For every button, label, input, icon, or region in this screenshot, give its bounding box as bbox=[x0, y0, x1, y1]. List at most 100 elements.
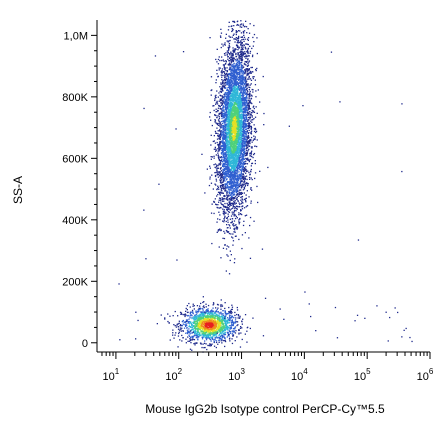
event-point bbox=[227, 327, 230, 329]
event-point bbox=[243, 158, 246, 161]
event-point bbox=[250, 94, 253, 96]
event-point bbox=[228, 232, 231, 235]
event-point bbox=[245, 169, 248, 171]
event-point bbox=[245, 104, 247, 107]
event-point bbox=[248, 116, 250, 119]
event-point bbox=[219, 316, 221, 318]
event-point bbox=[220, 131, 222, 134]
event-point bbox=[225, 324, 227, 326]
event-point bbox=[238, 60, 240, 63]
event-point bbox=[233, 25, 235, 27]
event-point bbox=[198, 320, 200, 322]
event-point bbox=[199, 325, 201, 328]
event-point bbox=[230, 233, 232, 235]
event-point bbox=[210, 332, 212, 334]
event-point bbox=[229, 209, 231, 211]
event-point bbox=[220, 141, 222, 143]
event-point bbox=[229, 82, 231, 84]
event-point bbox=[248, 104, 250, 106]
event-point bbox=[235, 189, 237, 192]
event-point bbox=[236, 78, 238, 80]
event-point bbox=[233, 160, 235, 163]
event-point bbox=[233, 99, 235, 101]
event-point bbox=[252, 36, 254, 39]
event-point bbox=[246, 141, 248, 143]
event-point bbox=[234, 176, 237, 178]
event-point bbox=[233, 182, 235, 185]
event-point bbox=[213, 328, 215, 331]
event-point bbox=[232, 223, 235, 225]
event-point bbox=[235, 131, 237, 133]
event-point bbox=[237, 54, 239, 56]
event-point bbox=[244, 180, 246, 183]
event-point bbox=[193, 321, 196, 323]
event-point bbox=[206, 329, 209, 331]
event-point bbox=[234, 206, 237, 208]
event-point bbox=[211, 321, 213, 323]
event-point bbox=[238, 191, 240, 193]
event-point bbox=[224, 171, 226, 173]
event-point bbox=[225, 326, 227, 329]
event-point bbox=[239, 85, 241, 87]
event-point bbox=[220, 145, 222, 147]
event-point bbox=[224, 331, 226, 334]
event-point bbox=[230, 119, 232, 121]
event-point bbox=[221, 125, 223, 127]
event-point bbox=[240, 57, 242, 59]
event-point bbox=[232, 334, 235, 336]
event-point bbox=[220, 203, 223, 205]
event-point bbox=[188, 328, 190, 330]
event-point bbox=[225, 77, 228, 80]
event-point bbox=[232, 64, 234, 66]
event-point bbox=[217, 176, 219, 178]
event-point bbox=[218, 116, 221, 118]
event-point bbox=[214, 96, 217, 98]
event-point bbox=[222, 317, 224, 319]
event-point bbox=[240, 110, 242, 112]
event-point bbox=[206, 320, 209, 322]
event-point bbox=[186, 305, 188, 307]
event-point bbox=[216, 195, 218, 197]
event-point bbox=[244, 155, 247, 157]
event-point bbox=[225, 248, 228, 250]
event-point bbox=[230, 320, 232, 322]
event-point bbox=[248, 61, 250, 63]
event-point bbox=[245, 214, 248, 216]
event-point bbox=[200, 302, 202, 305]
event-point bbox=[235, 145, 237, 147]
event-point bbox=[228, 314, 231, 316]
event-point bbox=[247, 150, 249, 152]
event-point bbox=[201, 313, 204, 316]
event-point bbox=[179, 311, 182, 313]
event-point bbox=[231, 319, 233, 321]
event-point bbox=[220, 99, 222, 102]
event-point bbox=[236, 103, 239, 105]
event-point bbox=[226, 227, 228, 229]
event-point bbox=[232, 85, 234, 88]
event-point bbox=[204, 324, 206, 326]
event-point bbox=[217, 122, 219, 125]
event-point bbox=[250, 165, 252, 167]
event-point bbox=[191, 328, 193, 331]
event-point bbox=[206, 336, 208, 339]
event-point bbox=[240, 55, 243, 57]
event-point bbox=[263, 124, 265, 126]
event-point bbox=[231, 83, 233, 85]
event-point bbox=[185, 332, 187, 334]
event-point bbox=[195, 320, 197, 322]
event-point bbox=[242, 170, 245, 172]
event-point bbox=[241, 41, 243, 44]
event-point bbox=[220, 299, 222, 301]
event-point bbox=[219, 67, 221, 69]
event-point bbox=[236, 136, 238, 138]
event-point bbox=[240, 191, 242, 194]
event-point bbox=[196, 328, 198, 330]
event-point bbox=[238, 24, 240, 26]
event-point bbox=[231, 144, 233, 146]
event-point bbox=[233, 262, 236, 264]
event-point bbox=[241, 62, 243, 64]
event-point bbox=[244, 215, 246, 217]
event-point bbox=[240, 24, 242, 26]
event-point bbox=[242, 97, 244, 99]
event-point bbox=[245, 201, 247, 203]
